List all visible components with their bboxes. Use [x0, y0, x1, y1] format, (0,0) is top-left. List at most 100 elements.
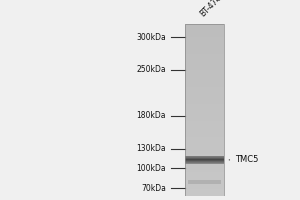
- Bar: [185, 90, 224, 91]
- Bar: [185, 75, 224, 77]
- Bar: [185, 64, 224, 66]
- Bar: [185, 131, 224, 133]
- Bar: [185, 60, 224, 61]
- Bar: [185, 140, 224, 142]
- Bar: [185, 88, 224, 90]
- Bar: [185, 128, 224, 130]
- Bar: [185, 65, 224, 67]
- Bar: [185, 48, 224, 50]
- Text: 130kDa: 130kDa: [136, 144, 166, 153]
- Bar: [185, 108, 224, 110]
- Bar: [185, 193, 224, 195]
- Bar: [185, 161, 224, 162]
- Bar: [185, 80, 224, 81]
- Bar: [185, 51, 224, 53]
- Bar: [185, 161, 224, 163]
- Bar: [185, 123, 224, 124]
- Bar: [185, 162, 224, 163]
- Bar: [185, 125, 224, 127]
- Bar: [185, 133, 224, 134]
- Bar: [185, 177, 224, 179]
- Bar: [185, 154, 224, 156]
- Bar: [185, 187, 224, 189]
- Bar: [185, 68, 224, 70]
- Bar: [185, 44, 224, 46]
- Bar: [185, 35, 224, 37]
- Bar: [185, 146, 224, 147]
- Text: 180kDa: 180kDa: [137, 111, 166, 120]
- Bar: [185, 156, 224, 157]
- Text: TMC5: TMC5: [235, 155, 259, 164]
- Bar: [185, 176, 224, 177]
- Bar: [185, 134, 224, 136]
- Bar: [185, 104, 224, 106]
- Bar: [185, 84, 224, 86]
- Bar: [185, 184, 224, 186]
- Text: 250kDa: 250kDa: [136, 65, 166, 74]
- Bar: [185, 25, 224, 27]
- Bar: [185, 171, 224, 173]
- Bar: [185, 157, 224, 159]
- Bar: [185, 42, 224, 44]
- Bar: [185, 174, 224, 176]
- Bar: [185, 113, 224, 114]
- Bar: [185, 180, 224, 182]
- Bar: [185, 95, 224, 97]
- Bar: [185, 157, 224, 158]
- Bar: [185, 92, 224, 94]
- Bar: [185, 127, 224, 129]
- Bar: [185, 70, 224, 71]
- Bar: [185, 181, 224, 183]
- Bar: [185, 168, 224, 170]
- Text: BT-474: BT-474: [198, 0, 223, 19]
- Bar: [185, 190, 224, 192]
- Bar: [185, 159, 224, 160]
- Bar: [185, 117, 224, 119]
- Bar: [185, 137, 224, 139]
- Bar: [185, 164, 224, 166]
- Bar: [185, 189, 224, 190]
- Bar: [185, 24, 224, 25]
- Bar: [185, 166, 224, 167]
- Bar: [185, 54, 224, 56]
- Bar: [185, 121, 224, 123]
- Bar: [185, 29, 224, 31]
- Bar: [185, 78, 224, 80]
- Bar: [185, 115, 224, 117]
- Bar: [185, 27, 224, 28]
- Bar: [185, 85, 224, 87]
- Bar: [185, 183, 224, 185]
- Bar: [185, 173, 224, 174]
- Bar: [185, 105, 224, 107]
- Bar: [185, 160, 224, 161]
- Bar: [185, 138, 224, 140]
- Bar: [185, 194, 224, 196]
- Bar: [185, 141, 224, 143]
- Bar: [185, 28, 224, 30]
- Bar: [188, 180, 220, 184]
- Bar: [185, 148, 224, 150]
- Bar: [185, 101, 224, 103]
- Bar: [185, 87, 224, 88]
- Bar: [185, 158, 224, 159]
- Bar: [185, 37, 224, 38]
- Bar: [185, 55, 224, 57]
- Bar: [185, 160, 224, 162]
- Bar: [185, 130, 224, 132]
- Bar: [185, 39, 224, 41]
- Text: 300kDa: 300kDa: [136, 33, 166, 42]
- Bar: [185, 110, 224, 111]
- Bar: [185, 170, 224, 172]
- Bar: [185, 144, 224, 146]
- Bar: [185, 151, 224, 153]
- Bar: [185, 178, 224, 180]
- Bar: [185, 31, 224, 33]
- Bar: [185, 163, 224, 164]
- Bar: [185, 98, 224, 100]
- Bar: [185, 114, 224, 116]
- Bar: [185, 143, 224, 144]
- Bar: [185, 72, 224, 74]
- Bar: [185, 135, 224, 137]
- Bar: [185, 81, 224, 83]
- Bar: [185, 94, 224, 96]
